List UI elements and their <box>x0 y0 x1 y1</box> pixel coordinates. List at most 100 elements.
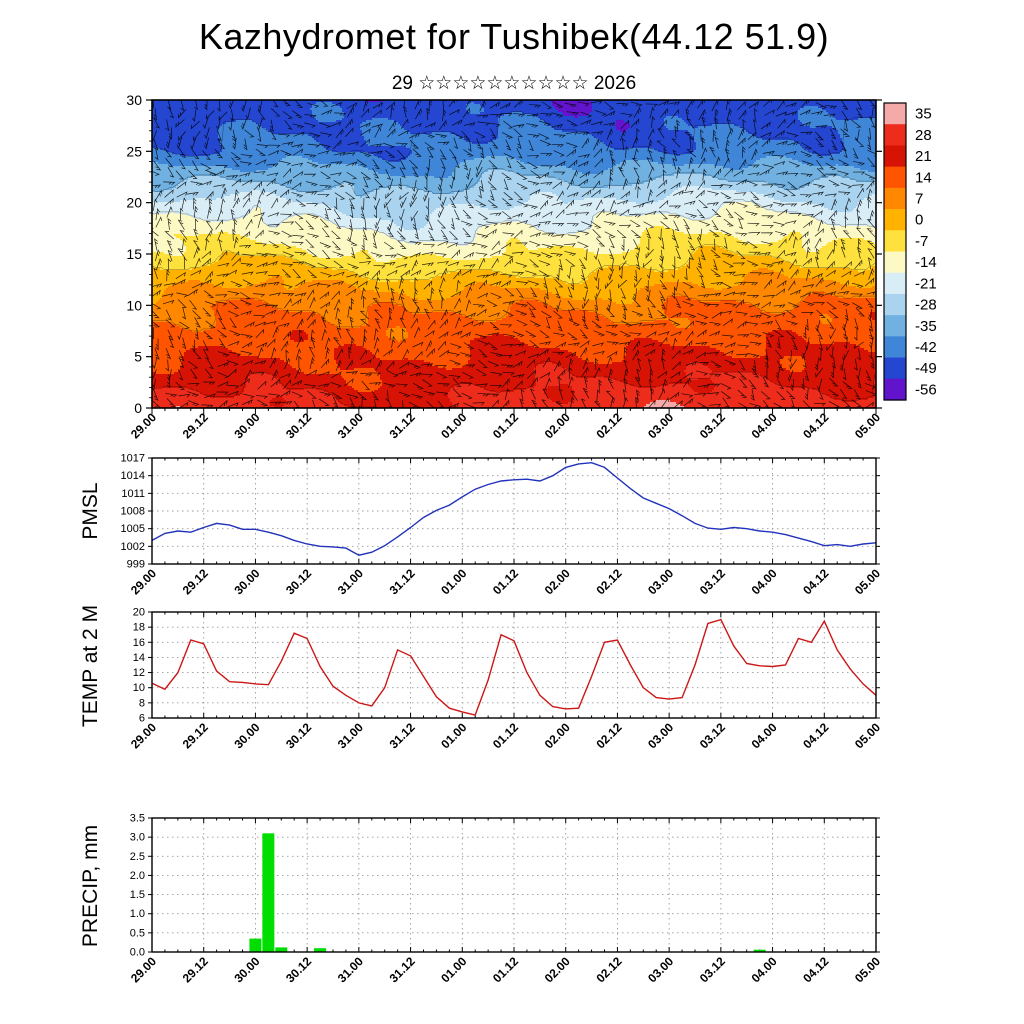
precip-bar <box>262 833 275 952</box>
colorbar-cell <box>884 166 906 189</box>
page-title: Kazhydromet for Tushibek(44.12 51.9) <box>198 16 830 57</box>
precip-bar <box>275 947 288 952</box>
x-tick-label: 02.00 <box>542 410 573 441</box>
colorbar-cell <box>884 357 906 380</box>
x-tick-label: 29.00 <box>128 954 159 985</box>
x-tick-label: 02.00 <box>542 954 573 985</box>
x-tick-label: 02.12 <box>593 954 624 985</box>
colorbar-label: -49 <box>915 360 937 377</box>
x-tick-label: 29.12 <box>180 410 211 441</box>
x-tick-label: 31.00 <box>335 954 366 985</box>
x-tick-label: 04.00 <box>749 410 780 441</box>
colorbar-label: 7 <box>915 190 923 207</box>
y-tick-label: 16 <box>133 637 145 649</box>
x-tick-label: 02.00 <box>542 720 573 751</box>
precip-bar <box>314 948 327 952</box>
x-tick-label: 31.00 <box>335 720 366 751</box>
colorbar-cell <box>884 230 906 253</box>
colorbar-cell <box>884 209 906 231</box>
colorbar-label: 21 <box>915 148 932 165</box>
x-tick-label: 02.12 <box>593 720 624 751</box>
colorbar-label: 14 <box>915 169 932 186</box>
colorbar: 35 28 21 14 7 0 -7 -14 -21 -28 -35 -42 -49 -56 <box>883 102 937 401</box>
x-tick-label: 01.12 <box>490 720 521 751</box>
x-tick-label: 02.12 <box>593 566 624 597</box>
y-tick-label: 20 <box>126 195 142 211</box>
y-tick-label: 0 <box>134 400 142 416</box>
y-tick-label: 1.0 <box>130 908 145 920</box>
y-tick-label: 1005 <box>121 523 145 535</box>
colorbar-cell <box>884 103 906 125</box>
x-tick-label: 29.12 <box>180 954 211 985</box>
x-tick-label: 01.12 <box>490 410 521 441</box>
colorbar-label: -35 <box>915 318 937 335</box>
x-tick-label: 31.12 <box>387 410 418 441</box>
colorbar-label: 0 <box>915 212 923 229</box>
colorbar-cell <box>884 272 906 295</box>
colorbar-cell <box>884 378 906 401</box>
x-tick-label: 02.00 <box>542 566 573 597</box>
x-tick-label: 29.12 <box>180 720 211 751</box>
x-tick-label: 01.12 <box>490 954 521 985</box>
y-tick-label: 6 <box>139 713 145 725</box>
x-tick-label: 31.12 <box>387 566 418 597</box>
x-tick-label: 04.12 <box>800 720 831 751</box>
x-tick-label: 03.00 <box>645 954 676 985</box>
colorbar-label: -42 <box>915 339 937 356</box>
y-tick-label: 18 <box>133 622 145 634</box>
x-tick-label: 04.00 <box>749 954 780 985</box>
x-tick-label: 01.00 <box>438 720 469 751</box>
y-tick-label: 1008 <box>121 506 145 518</box>
x-tick-label: 03.00 <box>645 720 676 751</box>
y-tick-label: 5 <box>134 349 142 365</box>
x-tick-label: 31.12 <box>387 954 418 985</box>
colorbar-label: -7 <box>915 233 928 250</box>
x-tick-label: 01.00 <box>438 954 469 985</box>
colorbar-label: -56 <box>915 381 937 398</box>
colorbar-cell <box>884 145 906 168</box>
y-tick-label: 1002 <box>121 541 145 553</box>
cross-section-axes: 0 5 10 15 20 25 30 29.00 29.12 30.00 30.12 31.00 31.… <box>126 92 883 441</box>
x-tick-label: 29.00 <box>128 410 159 441</box>
x-tick-label: 03.00 <box>645 410 676 441</box>
x-tick-label: 29.00 <box>128 720 159 751</box>
y-tick-label: 1.5 <box>130 889 145 901</box>
x-tick-label: 04.12 <box>800 954 831 985</box>
colorbar-cell <box>884 251 906 274</box>
x-tick-label: 01.12 <box>490 566 521 597</box>
y-tick-label: 14 <box>133 652 145 664</box>
y-tick-label: 0.5 <box>130 927 145 939</box>
y-tick-label: 15 <box>126 246 142 262</box>
temperature-cross-section-heatmap <box>152 100 876 408</box>
x-tick-label: 30.12 <box>283 954 314 985</box>
y-tick-label: 10 <box>133 682 145 694</box>
x-tick-label: 30.12 <box>283 566 314 597</box>
y-tick-label: 12 <box>133 667 145 679</box>
precip-bar <box>753 949 766 952</box>
y-tick-label: 999 <box>127 559 145 571</box>
pmsl-panel: 999 1002 1005 1008 1011 1014 1017 29.00 29.12 30.… <box>121 453 884 598</box>
precip-panel: 0.0 0.5 1.0 1.5 2.0 2.5 3.0 3.5 29.00 29.12 30.00 3… <box>128 813 883 986</box>
y-tick-label: 1011 <box>121 488 145 500</box>
x-tick-label: 31.00 <box>335 410 366 441</box>
temp2m-line <box>151 618 877 716</box>
x-tick-label: 03.12 <box>697 954 728 985</box>
temp2m-panel: 6 8 10 12 14 16 18 20 29.00 29.12 30.00 30.12 31.00 3… <box>128 607 883 752</box>
x-tick-label: 29.12 <box>180 566 211 597</box>
y-tick-label: 2.0 <box>130 870 145 882</box>
x-tick-label: 30.12 <box>283 720 314 751</box>
colorbar-cell <box>884 187 906 210</box>
y-tick-label: 30 <box>126 92 142 108</box>
x-tick-label: 03.12 <box>697 720 728 751</box>
y-tick-label: 3.5 <box>130 813 145 825</box>
x-tick-label: 03.00 <box>645 566 676 597</box>
colorbar-cell <box>884 293 906 316</box>
x-tick-label: 30.12 <box>283 410 314 441</box>
x-tick-label: 05.00 <box>852 954 883 985</box>
colorbar-label: 28 <box>915 127 932 144</box>
colorbar-label: -14 <box>915 254 937 271</box>
x-tick-label: 01.00 <box>438 410 469 441</box>
x-tick-label: 04.00 <box>749 720 780 751</box>
y-tick-label: 10 <box>126 297 142 313</box>
